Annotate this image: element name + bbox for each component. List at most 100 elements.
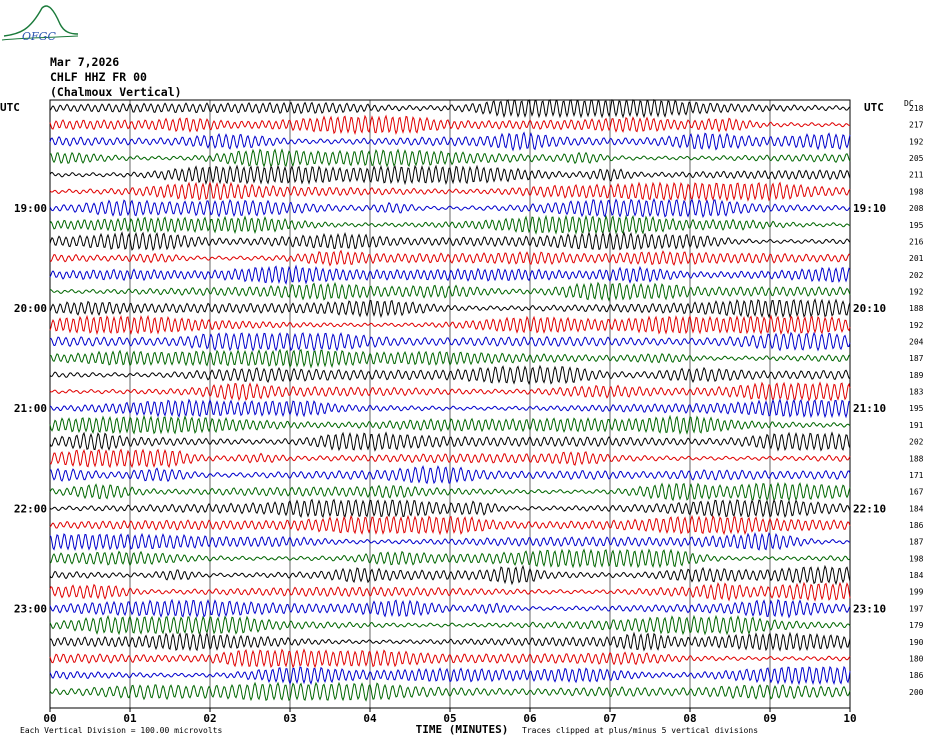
dc-value: 187 (909, 354, 924, 363)
x-tick-label: 05 (443, 712, 456, 725)
clip-note: Traces clipped at plus/minus 5 vertical … (522, 726, 758, 735)
dc-value: 200 (909, 688, 924, 697)
dc-value: 202 (909, 271, 924, 280)
dc-value: 186 (909, 671, 924, 680)
trace-line (49, 99, 851, 119)
dc-value: 191 (909, 421, 924, 430)
trace-line (49, 114, 851, 136)
dc-value: 197 (909, 604, 924, 613)
trace-line (49, 298, 851, 319)
dc-value: 180 (909, 654, 924, 663)
trace-line (49, 648, 851, 669)
dc-value: 198 (909, 554, 924, 563)
left-hour-label: 19:00 (14, 202, 47, 215)
left-hour-label: 20:00 (14, 302, 47, 315)
trace-line (49, 181, 851, 202)
right-utc-label: UTC (864, 101, 884, 114)
trace-line (49, 465, 851, 485)
trace-line (49, 448, 851, 469)
trace-line (49, 264, 851, 285)
dc-value: 204 (909, 338, 924, 347)
trace-line (49, 531, 851, 552)
trace-line (49, 548, 851, 569)
left-hour-label: 22:00 (14, 502, 47, 515)
right-hour-label: 20:10 (853, 302, 886, 315)
x-tick-label: 07 (603, 712, 616, 725)
trace-line (49, 214, 851, 235)
ofgc-logo: OFGC (1, 5, 79, 43)
station-label: CHLF HHZ FR 00 (50, 70, 147, 84)
x-axis-title: TIME (MINUTES) (416, 723, 509, 736)
right-hour-label: 21:10 (853, 402, 886, 415)
trace-line (49, 581, 851, 602)
trace-line (49, 681, 851, 702)
x-tick-label: 00 (43, 712, 56, 725)
dc-value: 192 (909, 287, 924, 296)
right-hour-label: 22:10 (853, 502, 886, 515)
trace-line (49, 498, 851, 519)
trace-line (49, 514, 851, 536)
dc-value: 205 (909, 154, 924, 163)
x-tick-label: 02 (203, 712, 216, 725)
dc-value: 218 (909, 104, 924, 113)
x-tick-label: 10 (843, 712, 856, 725)
trace-line (49, 381, 851, 402)
dc-value: 201 (909, 254, 924, 263)
dc-value: 187 (909, 538, 924, 547)
trace-line (49, 164, 851, 186)
dc-value: 211 (909, 171, 924, 180)
trace-line (49, 249, 851, 267)
trace-line (49, 131, 851, 152)
x-tick-label: 04 (363, 712, 377, 725)
trace-group (49, 99, 851, 702)
trace-line (49, 631, 851, 652)
trace-line (49, 665, 851, 686)
trace-line (49, 331, 851, 352)
dc-value: 208 (909, 204, 924, 213)
dc-value: 183 (909, 388, 924, 397)
trace-line (49, 231, 851, 252)
trace-line (49, 281, 851, 302)
dc-value: 192 (909, 321, 924, 330)
trace-line (49, 564, 851, 586)
dc-value: 202 (909, 438, 924, 447)
scale-note: Each Vertical Division = 100.00 microvol… (20, 726, 222, 735)
label-group: 00 01 02 03 04 05 06 07 08 09 10 TIME (MINUTES) UTC U… (0, 99, 924, 736)
svg-text:OFGC: OFGC (22, 30, 56, 43)
x-tick-label: 08 (683, 712, 696, 725)
left-hour-label: 21:00 (14, 402, 47, 415)
left-hour-label: 23:00 (14, 602, 47, 615)
dc-value: 184 (909, 504, 924, 513)
dc-value: 217 (909, 121, 924, 130)
dc-label: DC (904, 99, 914, 108)
location-label: (Chalmoux Vertical) (50, 85, 182, 99)
trace-line (49, 414, 851, 435)
right-hour-label: 19:10 (853, 202, 886, 215)
dc-value: 171 (909, 471, 924, 480)
dc-value: 192 (909, 137, 924, 146)
x-tick-label: 09 (763, 712, 776, 725)
trace-line (49, 431, 851, 452)
dc-value: 188 (909, 454, 924, 463)
right-hour-label: 23:10 (853, 602, 886, 615)
dc-value: 195 (909, 404, 924, 413)
trace-line (49, 348, 851, 369)
dc-value: 167 (909, 488, 924, 497)
trace-line (49, 398, 851, 419)
trace-line (49, 598, 851, 619)
trace-line (49, 364, 851, 386)
x-tick-label: 01 (123, 712, 137, 725)
trace-line (49, 314, 851, 335)
date-label: Mar 7,2026 (50, 55, 120, 69)
trace-line (49, 481, 851, 502)
trace-line (49, 148, 851, 168)
trace-line (49, 614, 851, 636)
dc-value: 184 (909, 571, 924, 580)
x-tick-label: 03 (283, 712, 296, 725)
dc-value: 198 (909, 187, 924, 196)
dc-value: 216 (909, 237, 924, 246)
dc-value: 195 (909, 221, 924, 230)
dc-value: 179 (909, 621, 924, 630)
x-tick-label: 06 (523, 712, 537, 725)
